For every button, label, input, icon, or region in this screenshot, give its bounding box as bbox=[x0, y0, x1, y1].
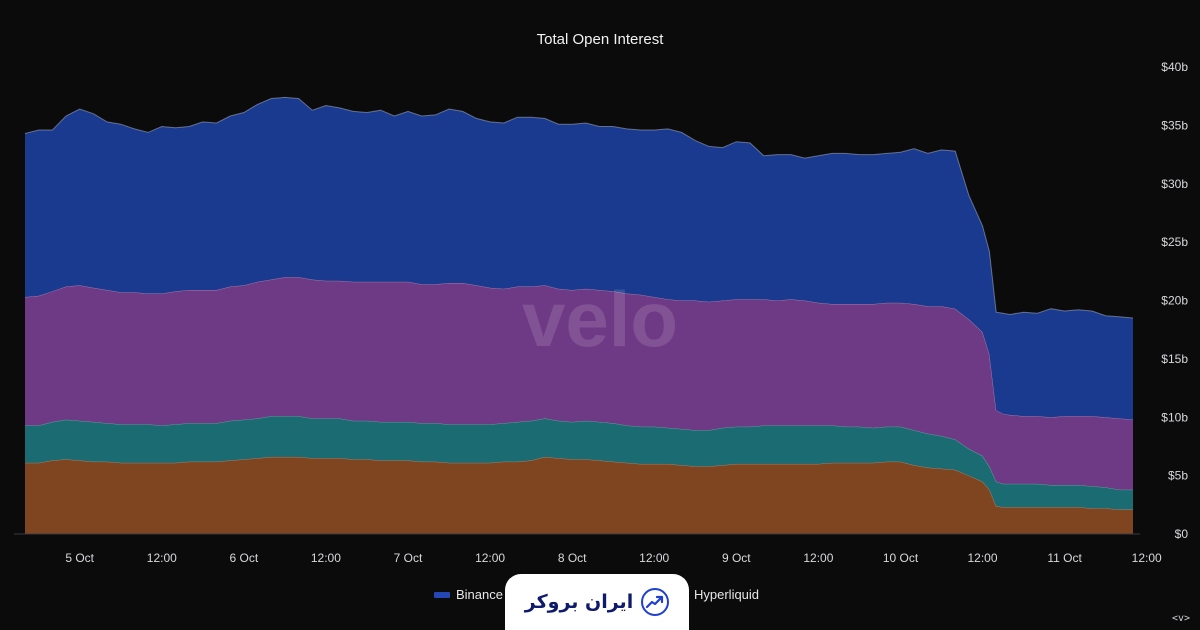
area-series-2 bbox=[25, 277, 1133, 490]
y-tick-label: $20b bbox=[1161, 294, 1188, 308]
legend-swatch-binance[interactable] bbox=[434, 592, 450, 598]
y-axis-ticks: $0 $5b $10b $15b $20b $25b $30b $35b $40b bbox=[1161, 60, 1188, 541]
chart-title: Total Open Interest bbox=[537, 31, 665, 48]
x-tick-label: 11 Oct bbox=[1047, 551, 1082, 565]
y-tick-label: $30b bbox=[1161, 177, 1188, 191]
legend-label-binance[interactable]: Binance bbox=[456, 587, 503, 602]
iranbroker-badge: ایران بروکر bbox=[505, 574, 689, 630]
trend-up-icon bbox=[641, 588, 670, 616]
y-tick-label: $35b bbox=[1161, 118, 1188, 132]
x-tick-label: 9 Oct bbox=[722, 551, 751, 565]
velo-watermark: velo bbox=[522, 275, 678, 363]
y-tick-label: $40b bbox=[1161, 60, 1188, 74]
x-tick-label: 12:00 bbox=[803, 551, 833, 565]
nav-arrows[interactable]: <v> bbox=[1171, 613, 1190, 624]
y-tick-label: $10b bbox=[1161, 410, 1188, 424]
x-axis-ticks: 5 Oct 12:00 6 Oct 12:00 7 Oct 12:00 8 Oct 12:00… bbox=[65, 551, 1162, 565]
legend-label-hyperliquid[interactable]: Hyperliquid bbox=[694, 587, 759, 602]
area-series-3 bbox=[25, 97, 1133, 420]
x-tick-label: 12:00 bbox=[147, 551, 177, 565]
badge-text: ایران بروکر bbox=[524, 591, 634, 613]
x-tick-label: 12:00 bbox=[475, 551, 505, 565]
y-tick-label: $5b bbox=[1168, 469, 1188, 483]
y-tick-label: $25b bbox=[1161, 235, 1188, 249]
x-tick-label: 12:00 bbox=[967, 551, 997, 565]
x-tick-label: 6 Oct bbox=[230, 551, 259, 565]
x-tick-label: 5 Oct bbox=[65, 551, 94, 565]
area-series-0 bbox=[25, 456, 1133, 534]
x-tick-label: 10 Oct bbox=[883, 551, 919, 565]
y-tick-label: $15b bbox=[1161, 352, 1188, 366]
area-series-1 bbox=[25, 416, 1133, 510]
x-tick-label: 12:00 bbox=[1132, 551, 1162, 565]
x-tick-label: 12:00 bbox=[311, 551, 341, 565]
legend[interactable]: Binance Hyperliquid bbox=[434, 587, 759, 602]
area-series-group bbox=[24, 96, 1134, 534]
x-tick-label: 12:00 bbox=[639, 551, 669, 565]
x-tick-label: 8 Oct bbox=[558, 551, 587, 565]
y-tick-label: $0 bbox=[1175, 527, 1189, 541]
x-tick-label: 7 Oct bbox=[394, 551, 423, 565]
area-edge-3 bbox=[24, 96, 1134, 319]
